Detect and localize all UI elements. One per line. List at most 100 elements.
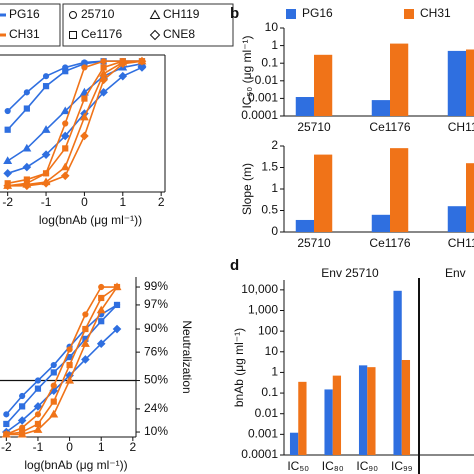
marker <box>3 181 12 191</box>
bar <box>447 50 466 116</box>
marker <box>65 375 75 384</box>
x-tick-label: IC₈₀ <box>322 459 344 473</box>
marker <box>113 301 121 309</box>
y-tick-label: 0 <box>271 224 278 238</box>
marker <box>96 305 106 314</box>
legend-label: CH119 <box>163 7 200 21</box>
marker <box>98 283 105 291</box>
x-tick-label: -2 <box>1 440 12 454</box>
legend-label: PG16 <box>302 6 333 20</box>
bar <box>367 367 376 455</box>
marker <box>42 170 50 177</box>
x-tick-label: CH119 <box>448 236 474 250</box>
bar <box>466 163 474 232</box>
marker <box>98 294 105 302</box>
legend-label: CH31 <box>9 27 40 41</box>
marker <box>81 95 88 102</box>
bar <box>295 97 314 116</box>
marker <box>99 75 108 85</box>
x-tick-label: Ce1176 <box>369 120 410 134</box>
bar <box>390 148 409 232</box>
legend-label: CH31 <box>420 6 451 20</box>
marker <box>50 382 57 389</box>
marker <box>112 324 122 334</box>
marker <box>99 88 108 97</box>
marker <box>137 56 147 66</box>
x-tick-label: 2 <box>158 195 165 209</box>
y-tick-label: 90% <box>144 321 168 335</box>
y-tick-label: 50% <box>144 373 168 387</box>
y-tick-label: 97% <box>144 297 168 311</box>
y-tick-label: 0.1 <box>261 385 278 399</box>
x-tick-label: Ce1176 <box>369 236 410 250</box>
x-tick-label: 1 <box>119 195 126 209</box>
y-tick-label: 0.01 <box>255 406 279 420</box>
legend-label: Ce1176 <box>81 27 122 41</box>
y-tick-label: 1 <box>271 181 278 195</box>
y-axis-label: bnAb (μg ml⁻¹) <box>232 328 246 407</box>
marker <box>100 58 107 65</box>
y-tick-label: 100 <box>258 323 278 337</box>
marker <box>79 112 89 121</box>
bar <box>289 432 299 455</box>
y-tick-label: 24% <box>144 401 168 415</box>
marker <box>34 377 42 384</box>
x-tick-label: -2 <box>2 195 13 209</box>
marker <box>34 385 42 392</box>
marker <box>69 11 77 19</box>
x-tick-label: IC₉₉ <box>391 459 413 473</box>
marker <box>80 339 90 347</box>
bar <box>332 375 342 455</box>
marker <box>60 171 70 181</box>
bar <box>447 206 466 232</box>
marker <box>22 143 32 152</box>
marker <box>149 29 161 41</box>
marker <box>3 420 10 428</box>
y-tick-label: 99% <box>144 279 168 293</box>
marker <box>118 71 128 81</box>
marker <box>62 145 69 152</box>
y-tick-label: 0.0001 <box>241 108 278 122</box>
marker <box>98 318 105 325</box>
marker <box>19 403 26 410</box>
legend-box <box>62 3 234 47</box>
y-tick-label: 0.5 <box>261 203 278 217</box>
marker <box>17 416 27 425</box>
marker <box>81 355 90 364</box>
x-tick-label: -1 <box>33 440 44 454</box>
y-tick-label: 0.01 <box>255 73 279 87</box>
legend-label: PG16 <box>9 7 40 21</box>
x-tick-label: IC₉₀ <box>356 459 378 473</box>
panel-label: d <box>230 257 239 274</box>
marker <box>62 120 69 127</box>
bar <box>466 49 474 116</box>
y-tick-label: 1 <box>271 365 278 379</box>
chart-title: Env 25710 <box>321 266 379 280</box>
marker <box>62 68 69 75</box>
marker <box>23 89 30 96</box>
bar <box>371 100 390 116</box>
marker <box>118 59 128 69</box>
marker <box>81 64 88 71</box>
marker <box>112 282 122 291</box>
curve <box>6 286 118 436</box>
marker <box>50 369 57 376</box>
y-tick-label: 76% <box>144 344 168 358</box>
marker <box>49 409 59 418</box>
y-tick-label: 10 <box>265 20 279 34</box>
x-tick-label: 25710 <box>297 120 331 134</box>
marker <box>69 31 77 39</box>
marker <box>82 325 89 333</box>
marker <box>66 361 73 369</box>
marker <box>82 311 89 318</box>
bar <box>393 290 402 455</box>
x-tick-label: CH119 <box>448 120 474 134</box>
x-tick-label: 1 <box>98 440 105 454</box>
bar <box>358 365 368 455</box>
marker <box>17 429 27 438</box>
x-axis-label: log(bnAb (μg ml⁻¹)) <box>24 458 127 472</box>
y-tick-label: 10,000 <box>241 282 278 296</box>
x-axis-label: log(bnAb (μg ml⁻¹)) <box>39 213 142 227</box>
marker <box>1 429 11 438</box>
marker <box>149 9 161 19</box>
